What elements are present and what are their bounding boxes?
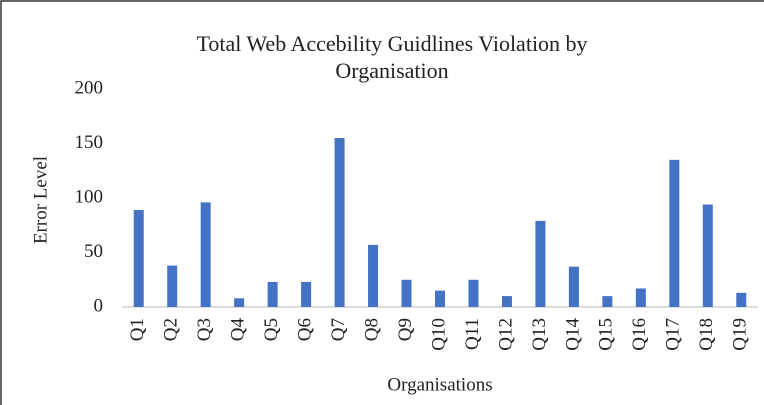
x-tick-label: Q13: [529, 318, 550, 351]
x-tick-label: Q4: [228, 318, 249, 342]
x-tick-label: Q19: [730, 318, 751, 351]
x-tick-label: Q3: [194, 318, 215, 341]
bar: [301, 281, 312, 307]
bar: [234, 298, 245, 307]
x-tick-label: Q18: [696, 318, 717, 351]
bar: [635, 288, 646, 307]
x-tick-label: Q17: [663, 318, 684, 351]
bar: [736, 292, 747, 307]
bar: [401, 279, 412, 307]
x-tick-label: Q2: [161, 318, 182, 341]
x-tick-label: Q10: [428, 318, 449, 351]
x-tick-label: Q8: [361, 318, 382, 341]
x-tick-label: Q1: [127, 318, 148, 341]
x-tick-label: Q9: [395, 318, 416, 341]
x-tick-label: Q7: [328, 318, 349, 341]
x-tick-label: Q16: [629, 318, 650, 351]
bar: [535, 220, 546, 307]
y-tick-label: 150: [75, 132, 104, 153]
bar: [334, 138, 345, 307]
bar: [468, 279, 479, 307]
bar: [435, 290, 445, 307]
bar: [200, 202, 211, 307]
bar: [568, 266, 579, 307]
x-tick-label: Q15: [596, 318, 617, 351]
x-tick-label: Q12: [495, 318, 516, 351]
bar: [501, 296, 512, 307]
bar: [602, 296, 613, 307]
bar: [267, 281, 278, 307]
bar: [702, 204, 713, 307]
y-tick-label: 0: [94, 295, 104, 316]
bar: [368, 244, 379, 307]
x-tick-label: Q14: [562, 318, 583, 351]
x-tick-label: Q11: [462, 318, 483, 350]
x-tick-label: Q5: [261, 318, 282, 341]
bar: [133, 209, 144, 307]
y-tick-label: 200: [75, 77, 104, 98]
x-axis-label: Organisations: [387, 374, 492, 395]
bar: [669, 159, 680, 307]
x-tick-label: Q6: [294, 318, 315, 341]
y-axis-label: Error Level: [30, 156, 51, 244]
y-tick-label: 50: [84, 241, 103, 262]
y-tick-label: 100: [75, 186, 104, 207]
bar: [167, 265, 178, 307]
chart-title: Total Web Accebility Guidlines Violation…: [196, 31, 588, 83]
